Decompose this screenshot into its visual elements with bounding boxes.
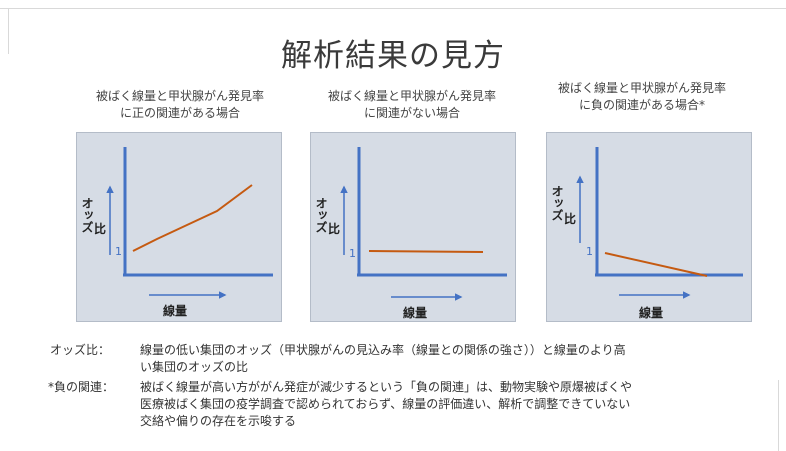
negative-term: *負の関連： [48,380,115,394]
x-axis-label: 線量 [403,305,427,320]
negative-definition: 被ばく線量が高い方ががん発症が減少するという「負の関連」は、動物実験や原爆被ばく… [140,379,760,430]
y-axis-label: オッズ [550,185,564,221]
y-axis-label: オッズ [314,197,328,233]
note-line: い集団のオッズの比 [140,360,249,374]
odds-term: オッズ比： [50,343,111,357]
one-label: 1 [115,245,122,258]
y-axis-label: オッズ [80,197,94,233]
caption-none: 被ばく線量と甲状腺がん発見率 に関連がない場合 [302,88,522,122]
y-axis-label-2: 比 [328,221,340,236]
caption-positive: 被ばく線量と甲状腺がん発見率 に正の関連がある場合 [70,88,290,122]
note-line: 医療被ばく集団の疫学調査で認められておらず、線量の評価違い、解析で調整できていな… [140,397,631,411]
ylabel-line: オッズ [314,197,328,233]
x-axis-label: 線量 [639,305,663,320]
caption-negative: 被ばく線量と甲状腺がん発見率 に負の関連がある場合* [532,80,752,114]
panel-none-graph: オッズ 比 1 線量 [314,147,507,320]
left-rule [8,8,9,54]
y-axis-label-2: 比 [564,211,576,226]
panel-none: オッズ 比 1 線量 [310,132,516,322]
caption-line: に関連がない場合 [363,106,460,120]
slide-title: 解析結果の見方 [281,38,505,74]
note-line: 線量の低い集団のオッズ（甲状腺がんの見込み率（線量との関係の強さ））と線量のより… [140,343,626,357]
caption-line: 被ばく線量と甲状腺がん発見率 [557,81,726,95]
caption-line: に負の関連がある場合* [578,98,705,112]
trend-line-negative [604,252,708,277]
notes-section: オッズ比： 線量の低い集団のオッズ（甲状腺がんの見込み率（線量との関係の強さ））… [0,342,786,442]
caption-line: 被ばく線量と甲状腺がん発見率 [327,89,496,103]
y-axis-label-2: 比 [94,221,106,236]
top-rule [0,8,786,9]
note-line: 交絡や偏りの存在を示唆する [140,414,297,428]
panel-negative: オッズ 比 1 線量 [546,132,752,322]
panel-positive-graph: オッズ 比 1 線量 [80,147,273,318]
note-line: 被ばく線量が高い方ががん発症が減少するという「負の関連」は、動物実験や原爆被ばく… [140,380,633,394]
caption-line: 被ばく線量と甲状腺がん発見率 [95,89,264,103]
ylabel-line: オッズ [550,185,564,221]
panel-negative-graph: オッズ 比 1 線量 [550,147,743,320]
right-rule [778,380,779,451]
x-axis-label: 線量 [163,303,187,318]
one-label: 1 [586,245,593,258]
odds-definition: 線量の低い集団のオッズ（甲状腺がんの見込み率（線量との関係の強さ））と線量のより… [140,342,760,376]
ylabel-line: オッズ [80,197,94,233]
trend-line-positive [132,184,253,252]
panel-positive: オッズ 比 1 線量 [76,132,282,322]
trend-line-flat [368,250,484,253]
caption-line: に正の関連がある場合 [119,106,240,120]
one-label: 1 [349,247,356,260]
